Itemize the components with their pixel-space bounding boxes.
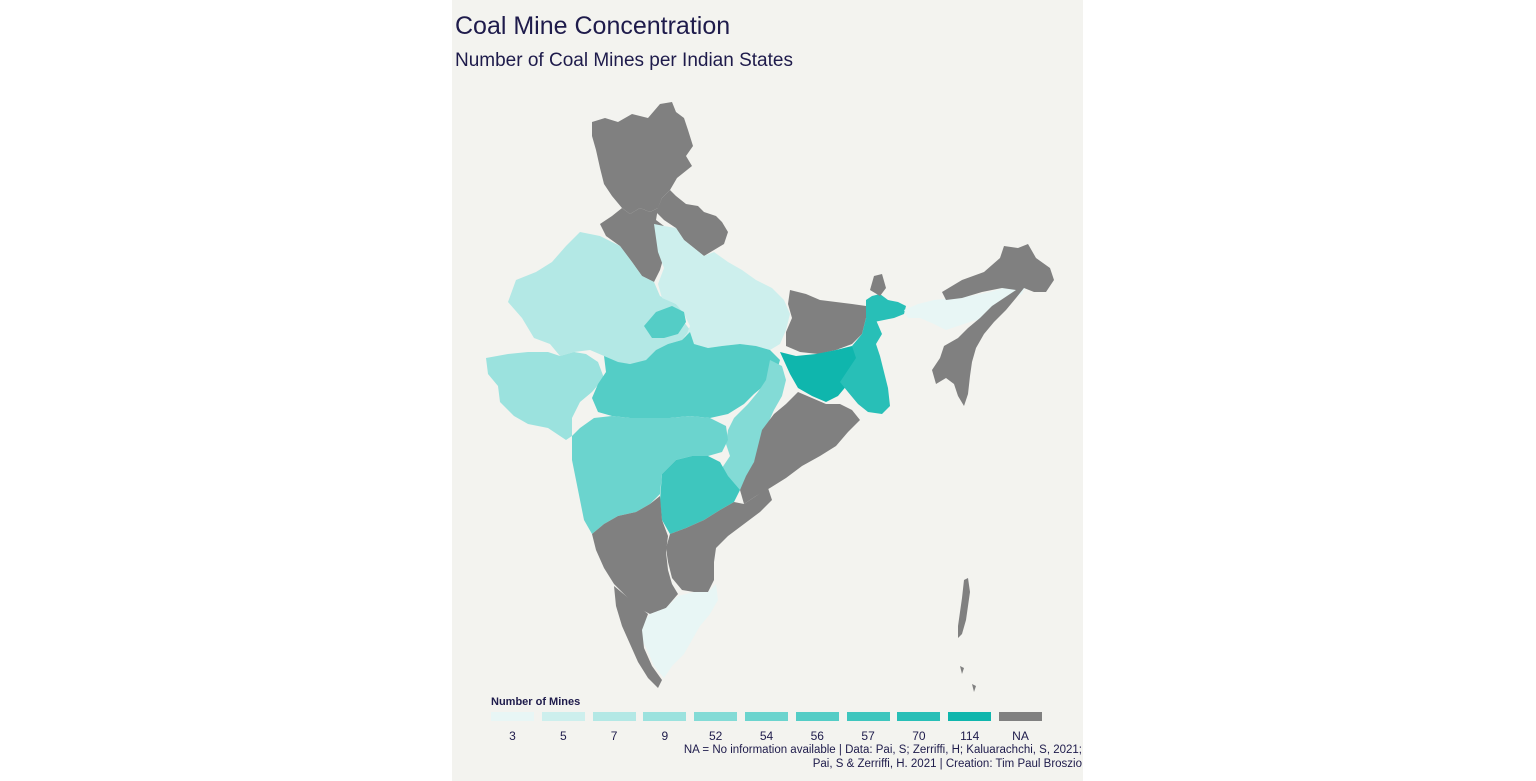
legend-key (846, 712, 890, 721)
legend-label: 114 (960, 729, 980, 743)
legend-key (491, 712, 534, 721)
region-uttar-pradesh (654, 224, 790, 350)
region-punjab-haryana (600, 208, 664, 282)
legend-label: NA (1012, 729, 1029, 743)
region-bihar (786, 290, 866, 354)
region-tamil-nadu (640, 584, 718, 678)
region-telangana (660, 456, 740, 534)
legend-label: 7 (610, 729, 618, 743)
region-sikkim (870, 274, 886, 296)
legend-key (541, 712, 585, 721)
legend-key (592, 712, 636, 721)
map-title: Coal Mine Concentration (455, 12, 731, 40)
region-madhya-pradesh (592, 332, 780, 418)
region-northeast-states (932, 244, 1054, 406)
region-rajasthan (508, 232, 690, 364)
legend-label: 56 (810, 729, 824, 743)
legend-label: 5 (559, 729, 567, 743)
region-madhya-pradesh-north (644, 306, 686, 338)
legend-key (643, 712, 687, 721)
legend-label: 3 (509, 729, 516, 743)
legend-title: Number of Mines (491, 696, 581, 708)
legend-key (897, 712, 941, 721)
region-kerala (614, 586, 662, 688)
region-gujarat (486, 352, 604, 440)
region-andhra-pradesh (666, 488, 772, 592)
map-subtitle: Number of Coal Mines per Indian States (455, 50, 793, 71)
legend-key (745, 712, 788, 721)
region-maharashtra (572, 416, 728, 534)
legend-label: 57 (861, 729, 875, 743)
legend-key (999, 712, 1042, 721)
region-assam-meghalaya (904, 282, 1028, 330)
region-jharkhand (780, 346, 860, 402)
region-andaman-nicobar (958, 578, 976, 692)
legend-label: 9 (661, 729, 669, 743)
caption-line-2: Pai, S & Zerriffi, H. 2021 | Creation: T… (812, 758, 1082, 770)
legend-key (795, 712, 839, 721)
legend-label: 70 (912, 729, 926, 743)
legend-key (694, 712, 738, 721)
legend-key (948, 712, 992, 721)
region-chhattisgarh (720, 360, 786, 494)
region-karnataka (592, 496, 678, 614)
region-jammu-kashmir (592, 102, 693, 214)
legend-label: 54 (759, 729, 774, 743)
caption-line-1: NA = No information available | Data: Pa… (683, 744, 1082, 756)
legend-label: 52 (709, 729, 723, 743)
region-himachal-uttarakhand (656, 190, 728, 256)
region-west-bengal (840, 318, 890, 414)
region-west-bengal-north (866, 294, 906, 322)
region-odisha (740, 392, 860, 504)
